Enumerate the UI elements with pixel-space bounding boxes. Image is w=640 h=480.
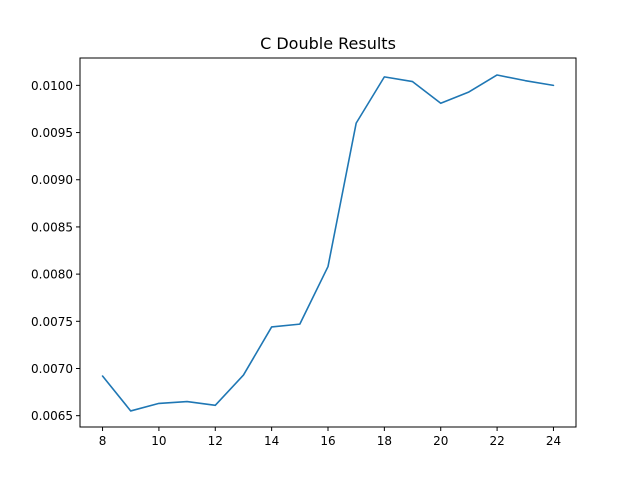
x-axis: 8 10 12 14 16 18 20 22 24: [99, 427, 561, 448]
y-tick-label: 0.0075: [31, 315, 73, 329]
y-tick-label: 0.0080: [31, 268, 73, 282]
y-axis: 0.0065 0.0070 0.0075 0.0080 0.0085 0.0090 0.00…: [31, 79, 80, 423]
y-tick-label: 0.0085: [31, 220, 73, 234]
y-tick-label: 0.0095: [31, 126, 73, 140]
y-tick-label: 0.0070: [31, 362, 73, 376]
y-tick-label: 0.0090: [31, 173, 73, 187]
y-tick-label: 0.0100: [31, 79, 73, 93]
x-tick-label: 20: [433, 434, 448, 448]
x-tick-label: 10: [151, 434, 166, 448]
plot-area: [101, 74, 555, 412]
x-tick-label: 18: [377, 434, 392, 448]
series-line-0: [101, 74, 555, 412]
x-tick-label: 14: [264, 434, 279, 448]
x-tick-label: 16: [320, 434, 335, 448]
chart-title: C Double Results: [260, 34, 396, 53]
axes-frame: [79, 57, 577, 428]
x-tick-label: 12: [208, 434, 223, 448]
y-tick-label: 0.0065: [31, 409, 73, 423]
x-tick-label: 24: [546, 434, 561, 448]
x-tick-label: 22: [489, 434, 504, 448]
x-tick-label: 8: [99, 434, 107, 448]
